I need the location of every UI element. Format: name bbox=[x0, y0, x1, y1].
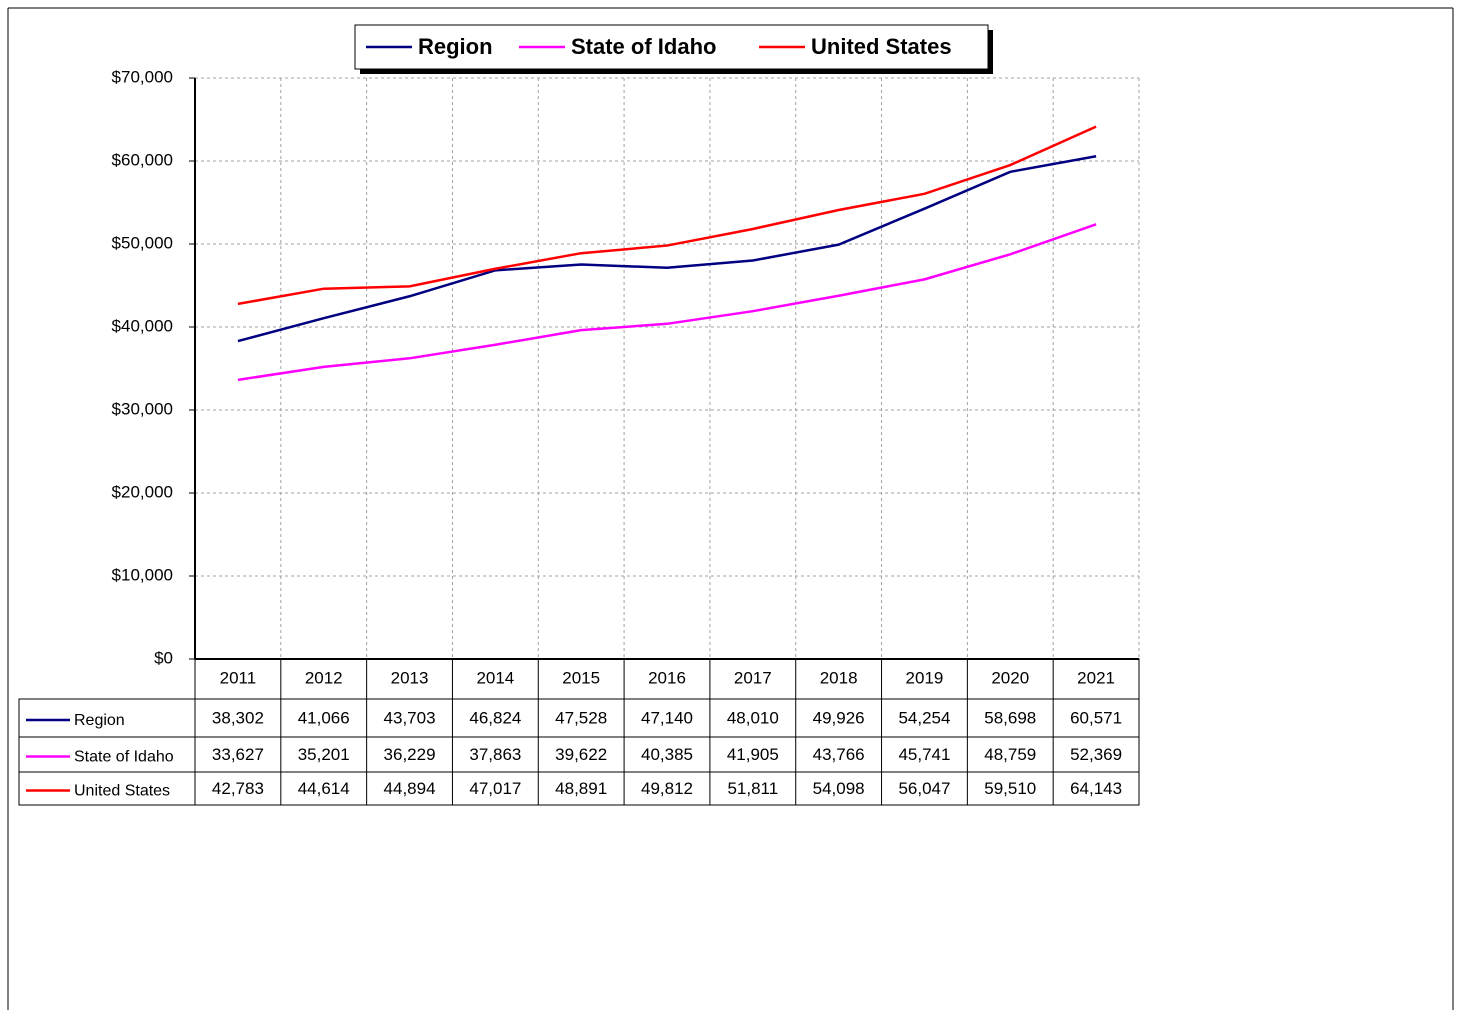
table-value: 47,528 bbox=[555, 708, 607, 727]
table-value: 64,143 bbox=[1070, 779, 1122, 798]
y-tick-label: $40,000 bbox=[112, 316, 173, 335]
table-value: 38,302 bbox=[212, 708, 264, 727]
table-value: 51,811 bbox=[727, 779, 778, 798]
table-value: 54,254 bbox=[898, 708, 950, 727]
x-tick-label: 2020 bbox=[991, 668, 1029, 687]
table-value: 45,741 bbox=[898, 745, 950, 764]
y-tick-label: $70,000 bbox=[112, 67, 173, 86]
table-value: 49,812 bbox=[641, 779, 693, 798]
x-tick-label: 2018 bbox=[820, 668, 858, 687]
x-tick-label: 2016 bbox=[648, 668, 686, 687]
x-tick-label: 2015 bbox=[562, 668, 600, 687]
row-label: United States bbox=[74, 783, 170, 800]
table-value: 49,926 bbox=[813, 708, 865, 727]
y-tick-label: $50,000 bbox=[112, 233, 173, 252]
table-value: 47,140 bbox=[641, 708, 693, 727]
table-value: 58,698 bbox=[984, 708, 1036, 727]
x-tick-label: 2017 bbox=[734, 668, 772, 687]
table-value: 44,894 bbox=[384, 779, 436, 798]
x-tick-label: 2014 bbox=[476, 668, 514, 687]
x-tick-label: 2013 bbox=[391, 668, 429, 687]
y-tick-label: $60,000 bbox=[112, 150, 173, 169]
table-value: 40,385 bbox=[641, 745, 693, 764]
x-tick-label: 2011 bbox=[220, 668, 257, 687]
table-value: 46,824 bbox=[469, 708, 521, 727]
legend bbox=[354, 24, 989, 70]
table-value: 43,766 bbox=[813, 745, 865, 764]
table-value: 44,614 bbox=[298, 779, 350, 798]
y-tick-label: $20,000 bbox=[112, 482, 173, 501]
y-tick-label: $10,000 bbox=[112, 565, 173, 584]
table-value: 37,863 bbox=[469, 745, 521, 764]
table-value: 41,066 bbox=[298, 708, 350, 727]
table-value: 59,510 bbox=[984, 779, 1036, 798]
legend-label: United States bbox=[811, 34, 952, 59]
table-value: 35,201 bbox=[298, 745, 350, 764]
legend-label: Region bbox=[418, 34, 493, 59]
table-value: 47,017 bbox=[469, 779, 521, 798]
table-value: 39,622 bbox=[555, 745, 607, 764]
series-line bbox=[237, 155, 1097, 343]
table-value: 48,891 bbox=[555, 779, 607, 798]
table-value: 41,905 bbox=[727, 745, 779, 764]
table-value: 36,229 bbox=[384, 745, 436, 764]
table-value: 42,783 bbox=[212, 779, 264, 798]
series-line bbox=[237, 223, 1097, 382]
table-value: 48,759 bbox=[984, 745, 1036, 764]
series-line bbox=[237, 125, 1097, 306]
row-label: Region bbox=[74, 712, 125, 729]
table-value: 52,369 bbox=[1070, 745, 1122, 764]
row-label: State of Idaho bbox=[74, 749, 174, 766]
table-value: 43,703 bbox=[384, 708, 436, 727]
x-tick-label: 2012 bbox=[305, 668, 343, 687]
x-tick-label: 2019 bbox=[906, 668, 944, 687]
table-value: 33,627 bbox=[212, 745, 264, 764]
table-value: 56,047 bbox=[898, 779, 950, 798]
table-value: 60,571 bbox=[1070, 708, 1122, 727]
y-tick-label: $0 bbox=[154, 648, 173, 667]
legend-label: State of Idaho bbox=[571, 34, 716, 59]
table-value: 54,098 bbox=[813, 779, 865, 798]
y-tick-label: $30,000 bbox=[112, 399, 173, 418]
x-tick-label: 2021 bbox=[1077, 668, 1115, 687]
table-value: 48,010 bbox=[727, 708, 779, 727]
